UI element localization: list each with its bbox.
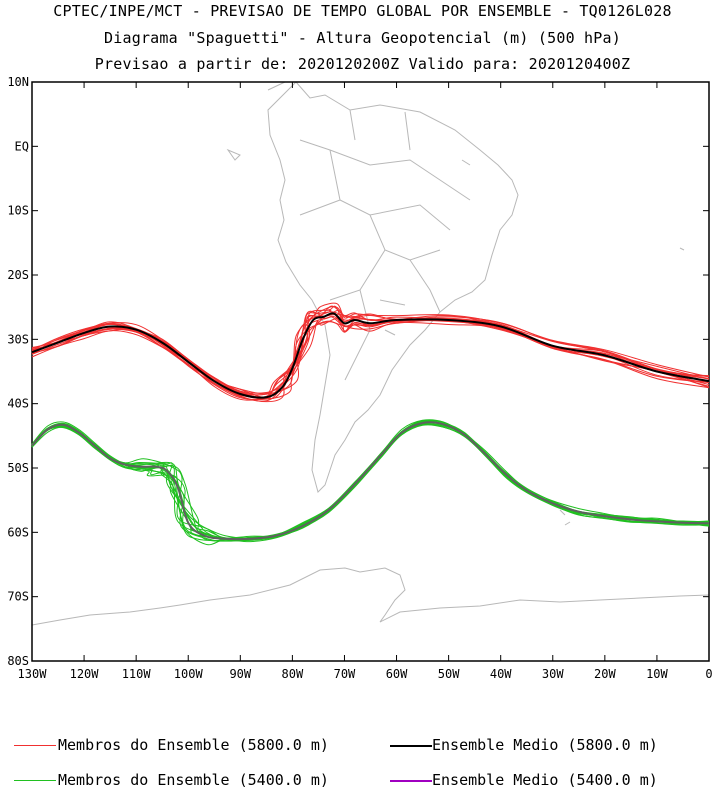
- ensemble-means-group: [31, 312, 710, 541]
- legend-swatch-members-5400: [14, 780, 56, 781]
- x-tick-label: 0: [705, 667, 712, 681]
- axes: 130W 120W 110W 100W 90W 80W 70W 60W 50W 40W 30W 20W…: [7, 75, 712, 681]
- x-tick-label: 100W: [174, 667, 204, 681]
- y-tick-label: EQ: [15, 139, 29, 153]
- ensemble-member-5400-line: [31, 419, 710, 539]
- x-tick-label: 30W: [542, 667, 564, 681]
- chart-title-line1: CPTEC/INPE/MCT - PREVISAO DE TEMPO GLOBA…: [53, 2, 672, 20]
- y-tick-label: 20S: [7, 268, 29, 282]
- x-tick-label: 130W: [18, 667, 48, 681]
- continent-outlines: [31, 81, 710, 626]
- x-tick-label: 90W: [229, 667, 251, 681]
- legend-swatch-mean-5800: [390, 745, 432, 747]
- ensemble-mean-5800-line: [31, 312, 710, 399]
- y-tick-label: 70S: [7, 590, 29, 604]
- legend-swatch-mean-5400: [390, 780, 432, 782]
- chart-title-line3: Previsao a partir de: 2020120200Z Valido…: [94, 55, 631, 73]
- x-tick-label: 80W: [282, 667, 304, 681]
- ensemble-member-5800-line: [31, 318, 710, 402]
- islands-outline: [226, 148, 685, 526]
- ensemble-mean-5400-line: [31, 421, 710, 541]
- x-tick-label: 110W: [122, 667, 152, 681]
- y-tick-label: 40S: [7, 397, 29, 411]
- chart-title-line2: Diagrama "Spaguetti" - Altura Geopotenci…: [104, 29, 621, 47]
- x-tick-label: 10W: [646, 667, 668, 681]
- legend-swatch-members-5800: [14, 745, 56, 746]
- y-tick-label: 10N: [7, 75, 29, 89]
- ensemble-member-5400-line: [31, 423, 710, 546]
- x-tick-label: 120W: [70, 667, 100, 681]
- south-america-outline: [267, 81, 519, 493]
- x-tick-label: 20W: [594, 667, 616, 681]
- x-tick-label: 50W: [438, 667, 460, 681]
- y-tick-label: 10S: [7, 204, 29, 218]
- y-tick-label: 50S: [7, 461, 29, 475]
- legend-label-members-5800: Membros do Ensemble (5800.0 m): [58, 736, 329, 754]
- y-tick-label: 60S: [7, 525, 29, 539]
- y-tick-label: 30S: [7, 332, 29, 346]
- y-tick-label: 80S: [7, 654, 29, 668]
- x-tick-label: 40W: [490, 667, 512, 681]
- ensemble-member-5800-line: [31, 316, 710, 399]
- legend-label-mean-5400: Ensemble Medio (5400.0 m): [432, 771, 658, 789]
- x-tick-label: 60W: [386, 667, 408, 681]
- antarctica-outline: [31, 567, 710, 626]
- legend-label-mean-5800: Ensemble Medio (5800.0 m): [432, 736, 658, 754]
- plot-background: [32, 82, 709, 661]
- legend-label-members-5400: Membros do Ensemble (5400.0 m): [58, 771, 329, 789]
- x-tick-label: 70W: [334, 667, 356, 681]
- country-borders: [299, 109, 471, 381]
- plot-frame: [31, 81, 710, 662]
